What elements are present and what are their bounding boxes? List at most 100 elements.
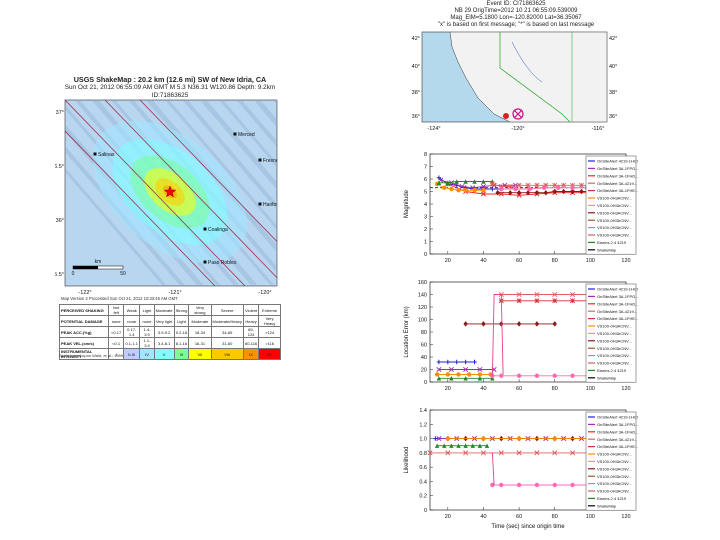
x-tick-label: 80: [552, 386, 558, 392]
data-point-circle: [499, 482, 504, 488]
data-point-diamond: [495, 189, 500, 196]
data-point-triangle: [436, 180, 442, 185]
scale-tick-1: 50: [120, 271, 126, 277]
y-tick-label: 8: [424, 152, 427, 158]
data-point-plus: [445, 359, 451, 365]
y-tick-label: 60: [421, 343, 427, 349]
data-point-circle: [527, 186, 532, 192]
scale-bar-fill: [73, 266, 98, 269]
river: [511, 41, 543, 83]
data-point-x: [569, 450, 576, 456]
legend-entry: OnSiteAlert 4219-1HCI: [597, 159, 638, 164]
data-point-triangle: [463, 376, 468, 381]
epicenter-star: [163, 185, 177, 198]
series-3: [436, 376, 495, 381]
y-tick-label: 5: [424, 190, 427, 196]
legend-cell: Severe: [210, 304, 244, 316]
event-lat-label-right-0: 42°: [609, 36, 617, 42]
data-point-x: [480, 183, 487, 190]
shakemap-footer: Scale based upon Wald, et al.; 1999: [59, 353, 124, 358]
data-point-diamond: [561, 188, 566, 195]
legend-cell: IX: [242, 348, 260, 360]
legend-entry: OnSiteAlert 4219-1HCI: [597, 415, 638, 420]
y-tick-label: 0.6: [419, 465, 427, 471]
legend-entry: OnSiteAlert 3A-1FPG...: [597, 166, 639, 171]
data-point-x: [569, 291, 576, 298]
legend-cell: Not felt: [108, 304, 125, 316]
data-point-x: [516, 450, 522, 456]
series-0: [436, 359, 477, 365]
event-map-title-line-3: Mag_ElM=5.1800 Lon=-120.82000 Lat=36.350…: [450, 15, 582, 21]
data-point-circle: [516, 373, 522, 378]
terrain-ridge: [165, 100, 277, 231]
legend-cell: Strong: [173, 304, 190, 316]
legend-cell: Moderate: [153, 304, 175, 316]
terrain-ridge: [201, 100, 277, 190]
legend-entry: OnSiteAlert 3A-1FHE...: [597, 444, 638, 449]
legend-cell: 31-60: [210, 337, 244, 349]
lon-label-2: -120°: [258, 290, 271, 296]
data-point-x: [436, 436, 442, 442]
data-point-triangle: [470, 443, 475, 448]
event-lat-label-right-3: 36°: [609, 114, 617, 120]
series-1: [436, 366, 497, 373]
x-tick-label: 60: [516, 386, 522, 392]
event-lat-label-right-2: 38°: [609, 90, 617, 96]
last-message-marker: [503, 113, 509, 119]
legend-cell: 1.1-3.4: [139, 337, 155, 349]
data-point-x: [480, 450, 487, 456]
city-marker: [258, 158, 262, 162]
data-point-star: [578, 182, 584, 188]
data-point-plus: [463, 359, 468, 365]
data-point-circle: [570, 373, 575, 378]
legend-cell: none: [123, 315, 141, 327]
legend-row: INSTRUMENTAL INTENSITY I II-III IV V VI VII VII…: [58, 348, 281, 360]
legend-entry: VS100-0H3ACNV...: [597, 452, 632, 457]
data-point-x: [427, 450, 433, 456]
fault-line-2: [139, 100, 277, 243]
data-point-diamond: [481, 321, 486, 327]
city-label-2: Coalinga: [208, 227, 228, 233]
legend-entry: OnSiteAlert 4219-1HCI: [597, 287, 638, 292]
series-line: [501, 187, 602, 190]
x-tick-label: 40: [480, 258, 486, 264]
data-point-triangle: [456, 443, 461, 448]
legend-entry: ShakeMap: [597, 503, 617, 508]
x-tick-label: 40: [480, 514, 486, 520]
data-point-triangle: [481, 179, 486, 184]
lon-label-0: -122°: [78, 290, 91, 296]
y-tick-label: 160: [418, 280, 427, 286]
event-map-title-line-4: "x" is based on first message; "*" is ba…: [437, 22, 595, 28]
likelihood-chart: 0 0.2 0.4 0.6 0.8 1.0 1.2 1.4 20 40 60 80 100 120 Like…: [404, 408, 639, 530]
shakemap-title-line-1: USGS ShakeMap : 20.2 km (12.6 mi) SW of …: [73, 75, 267, 84]
state-border: [499, 32, 571, 122]
legend-cell: Very light: [153, 315, 175, 327]
event-lat-label-right-1: 40°: [609, 64, 617, 70]
legend-cell: VI: [173, 348, 190, 360]
legend-cell: >116: [258, 337, 281, 349]
legend-entry: OnSiteAlert 3A-1FPG...: [597, 294, 639, 299]
legend-entry: VS100-0H3ACNV...: [597, 225, 632, 230]
data-point-circle: [477, 372, 483, 377]
data-point-star: [516, 182, 522, 188]
data-point-star: [543, 182, 549, 188]
data-point-star: [534, 182, 540, 188]
shakemap-title: USGS ShakeMap : 20.2 km (12.6 mi) SW of …: [55, 76, 285, 100]
event-lon-label-1: -120°: [511, 126, 524, 132]
legend-entry: ShakeMap: [597, 247, 617, 252]
legend-entry: OnSiteAlert 3A-1FHD...: [597, 301, 639, 306]
y-tick-label: 4: [424, 202, 427, 208]
data-point-diamond: [543, 189, 549, 196]
data-point-triangle: [472, 179, 477, 184]
y-tick-label: 40: [421, 355, 427, 361]
legend-entry: VS100-0H3ACNV...: [597, 346, 632, 351]
x-tick-label: 20: [445, 258, 451, 264]
legend-entry: OnSiteAlert 3A-1FPG...: [597, 422, 639, 427]
chart-legend: OnSiteAlert 4219-1HCI OnSiteAlert 3A-1FPG…: [585, 411, 639, 511]
data-point-star: [561, 182, 567, 188]
legend-row: PEAK VEL.(cm/s) <0.1 0.1-1.1 1.1-3.4 3.4-8.1…: [58, 337, 281, 349]
chart-legend: OnSiteAlert 4219-1HCI OnSiteAlert 3A-1FPG…: [585, 155, 639, 255]
data-point-x: [463, 366, 469, 373]
fault-line-3: [65, 130, 216, 286]
data-point-circle: [570, 482, 575, 488]
